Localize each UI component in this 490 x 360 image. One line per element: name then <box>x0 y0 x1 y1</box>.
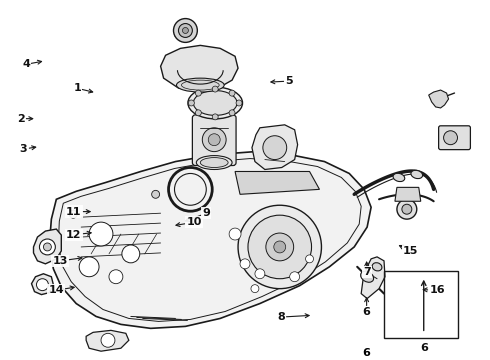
Text: 11: 11 <box>66 207 90 217</box>
Circle shape <box>173 19 197 42</box>
Ellipse shape <box>411 170 423 179</box>
Circle shape <box>196 110 201 116</box>
Text: 7: 7 <box>363 262 370 277</box>
Polygon shape <box>235 171 319 194</box>
Circle shape <box>152 190 160 198</box>
Text: 2: 2 <box>17 114 33 123</box>
Circle shape <box>251 285 259 293</box>
Circle shape <box>290 272 299 282</box>
Polygon shape <box>49 152 371 328</box>
Circle shape <box>229 90 235 96</box>
Circle shape <box>306 255 314 263</box>
Circle shape <box>255 269 265 279</box>
Circle shape <box>109 270 123 284</box>
Circle shape <box>188 100 195 106</box>
Ellipse shape <box>393 173 405 181</box>
Circle shape <box>274 241 286 253</box>
Polygon shape <box>429 90 448 108</box>
Circle shape <box>40 239 55 255</box>
Polygon shape <box>33 229 61 264</box>
Circle shape <box>69 210 77 218</box>
Circle shape <box>263 136 287 159</box>
Circle shape <box>229 228 241 240</box>
Polygon shape <box>252 125 297 170</box>
Text: 6: 6 <box>420 343 428 353</box>
Polygon shape <box>161 45 238 91</box>
Ellipse shape <box>200 158 228 167</box>
Text: 12: 12 <box>66 230 91 240</box>
Circle shape <box>208 134 220 146</box>
Circle shape <box>212 86 218 92</box>
Circle shape <box>79 257 99 277</box>
Polygon shape <box>361 257 385 298</box>
Text: 5: 5 <box>271 76 293 86</box>
Text: 13: 13 <box>52 256 82 266</box>
Ellipse shape <box>194 91 237 115</box>
Circle shape <box>122 245 140 263</box>
Circle shape <box>202 128 226 152</box>
Text: 15: 15 <box>399 246 418 256</box>
Text: 10: 10 <box>176 217 201 227</box>
Circle shape <box>248 215 312 279</box>
Text: 14: 14 <box>49 285 74 295</box>
Text: 3: 3 <box>20 144 36 154</box>
Text: 1: 1 <box>74 83 93 93</box>
Text: 6: 6 <box>363 298 370 317</box>
Circle shape <box>236 100 242 106</box>
Circle shape <box>240 259 250 269</box>
Polygon shape <box>86 330 129 351</box>
Circle shape <box>212 114 218 120</box>
Polygon shape <box>395 187 421 201</box>
Circle shape <box>44 243 51 251</box>
Circle shape <box>182 27 188 33</box>
Text: 9: 9 <box>186 208 210 221</box>
Circle shape <box>89 222 113 246</box>
Circle shape <box>178 23 193 37</box>
Circle shape <box>443 131 458 145</box>
Circle shape <box>397 199 417 219</box>
Ellipse shape <box>188 87 243 119</box>
Text: 16: 16 <box>423 285 445 295</box>
Ellipse shape <box>176 78 224 92</box>
Text: 8: 8 <box>278 312 309 322</box>
Circle shape <box>238 205 321 289</box>
Circle shape <box>36 279 49 291</box>
Circle shape <box>266 233 294 261</box>
Ellipse shape <box>361 271 374 282</box>
Circle shape <box>229 110 235 116</box>
FancyBboxPatch shape <box>439 126 470 150</box>
Text: 6: 6 <box>363 348 370 358</box>
Ellipse shape <box>372 263 382 271</box>
Circle shape <box>101 333 115 347</box>
Circle shape <box>402 204 412 214</box>
Polygon shape <box>31 274 53 294</box>
Circle shape <box>196 90 201 96</box>
Text: 4: 4 <box>22 59 42 69</box>
FancyBboxPatch shape <box>193 115 236 166</box>
Ellipse shape <box>196 156 232 170</box>
